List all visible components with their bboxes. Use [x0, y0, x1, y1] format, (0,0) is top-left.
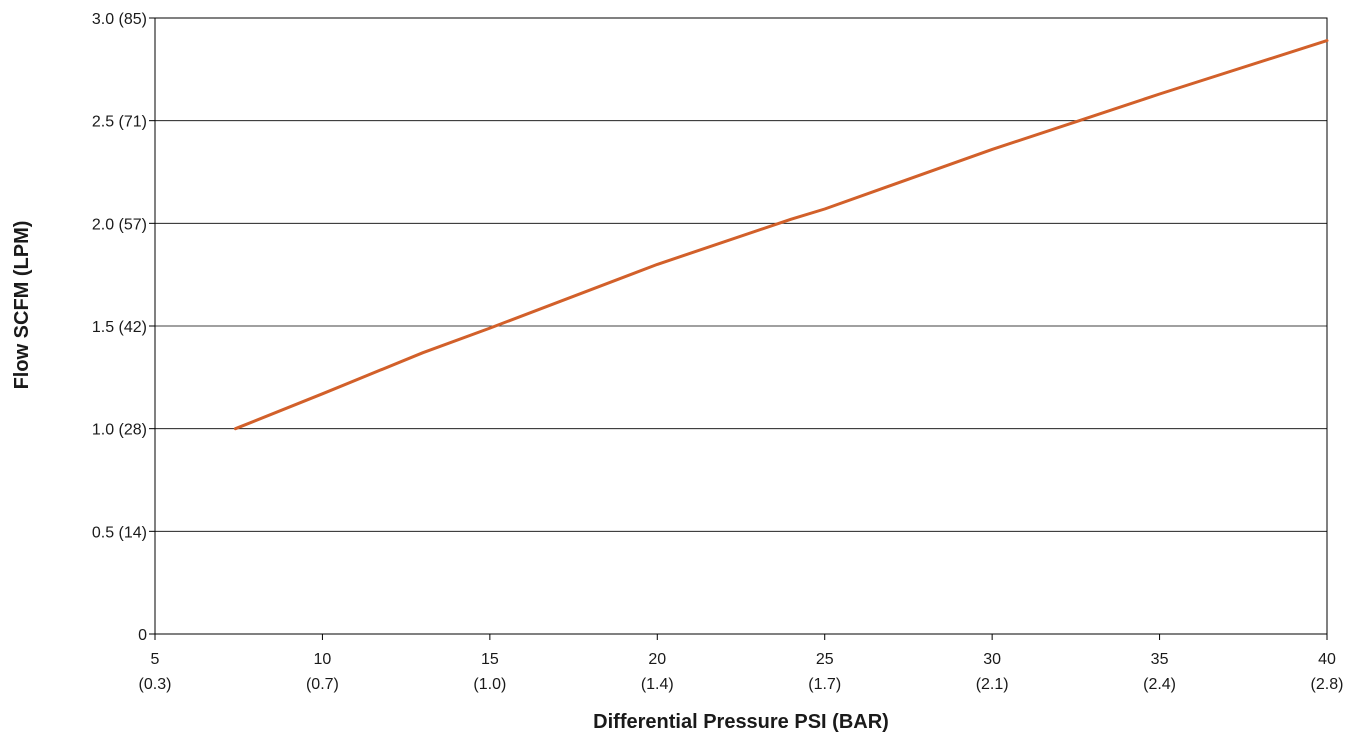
x-axis-title: Differential Pressure PSI (BAR)	[593, 711, 889, 733]
x-tick-label: 5	[151, 651, 160, 668]
x-tick-label: 35	[1151, 651, 1169, 668]
y-tick-label: 1.5 (42)	[92, 319, 147, 336]
x-tick-label: 30	[983, 651, 1001, 668]
x-tick-sublabel: (2.4)	[1143, 676, 1176, 693]
x-axis-ticks: 5 (0.3) 10 (0.7) 15 (1.0) 20 (1.4) 25 (1.7) 30 (2.1…	[139, 634, 1344, 693]
gridlines	[155, 120, 1327, 532]
y-tick-label: 2.5 (71)	[92, 114, 147, 131]
x-tick-label: 20	[648, 651, 666, 668]
y-tick-label: 2.0 (57)	[92, 216, 147, 233]
x-tick-sublabel: (2.1)	[976, 676, 1009, 693]
y-tick-label: 0.5 (14)	[92, 524, 147, 541]
x-tick-label: 10	[314, 651, 332, 668]
y-tick-label: 3.0 (85)	[92, 11, 147, 28]
series-line	[233, 39, 1329, 431]
x-tick-sublabel: (1.7)	[808, 676, 841, 693]
x-tick-sublabel: (1.4)	[641, 676, 674, 693]
x-tick-label: 40	[1318, 651, 1336, 668]
x-tick-sublabel: (1.0)	[473, 676, 506, 693]
series-lines	[233, 39, 1329, 431]
x-tick-label: 15	[481, 651, 499, 668]
y-tick-label: 0	[138, 627, 147, 644]
x-tick-label: 25	[816, 651, 834, 668]
y-tick-label: 1.0 (28)	[92, 422, 147, 439]
y-axis-ticks: 0 0.5 (14) 1.0 (28) 1.5 (42) 2.0 (57) 2.5 (71…	[92, 11, 155, 644]
x-tick-sublabel: (0.3)	[139, 676, 172, 693]
y-axis-title: Flow SCFM (LPM)	[11, 221, 33, 390]
x-tick-sublabel: (0.7)	[306, 676, 339, 693]
x-tick-sublabel: (2.8)	[1311, 676, 1344, 693]
